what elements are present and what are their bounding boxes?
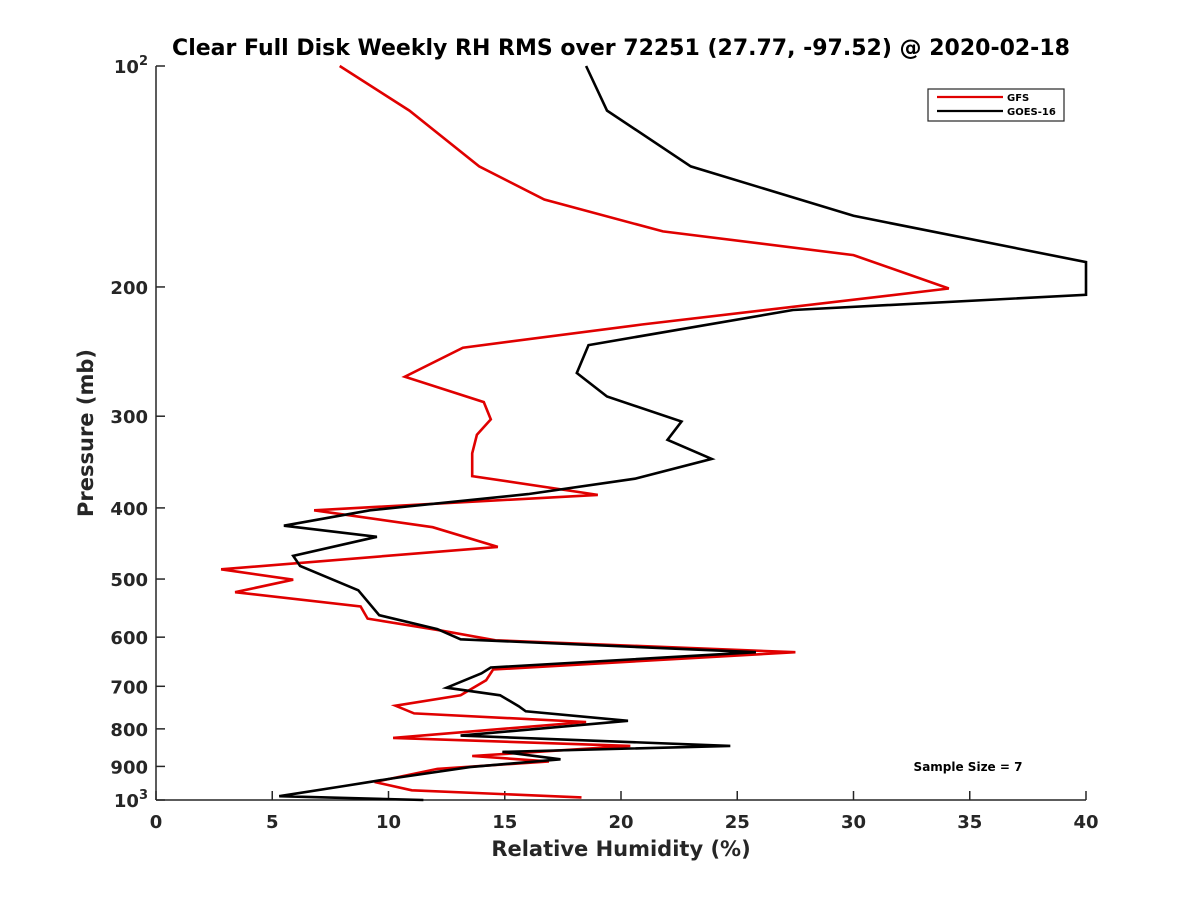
- x-tick-label: 0: [150, 812, 163, 833]
- series-layer: [220, 64, 1088, 802]
- y-tick-label: 800: [110, 720, 148, 741]
- y-tick-label: 300: [110, 407, 148, 428]
- y-tick-label: 400: [110, 499, 148, 520]
- x-tick-label: 20: [608, 812, 633, 833]
- x-tick-label: 40: [1073, 812, 1098, 833]
- y-tick-label: 102: [114, 54, 148, 78]
- y-tick-label: 103: [114, 788, 148, 812]
- legend-label-goes16: GOES-16: [1007, 107, 1056, 118]
- x-tick-label: 10: [376, 812, 401, 833]
- legend: GFS GOES-16: [927, 88, 1065, 122]
- legend-label-gfs: GFS: [1007, 93, 1029, 104]
- y-tick-label: 600: [110, 628, 148, 649]
- x-tick-label: 30: [841, 812, 866, 833]
- series-line-goes-16: [278, 65, 1088, 802]
- x-tick-label: 25: [725, 812, 750, 833]
- x-tick-label: 15: [492, 812, 517, 833]
- x-ticks: 0 5 10 15 20 25 30 35 40: [150, 791, 1099, 833]
- sample-size-annotation: Sample Size = 7: [914, 760, 1023, 774]
- x-axis-title: Relative Humidity (%): [491, 837, 750, 861]
- axes: [155, 66, 1086, 801]
- y-tick-label: 700: [110, 677, 148, 698]
- series-line-gfs: [220, 64, 950, 799]
- y-ticks: 102 200 300 400 500 600 700 800 900 103: [110, 54, 165, 812]
- y-tick-label: 200: [110, 278, 148, 299]
- y-tick-label: 500: [110, 570, 148, 591]
- chart-title: Clear Full Disk Weekly RH RMS over 72251…: [172, 36, 1070, 61]
- legend-box: [927, 88, 1065, 122]
- x-tick-label: 35: [957, 812, 982, 833]
- y-tick-label: 900: [110, 757, 148, 778]
- y-axis-title: Pressure (mb): [74, 349, 98, 517]
- x-tick-label: 5: [266, 812, 279, 833]
